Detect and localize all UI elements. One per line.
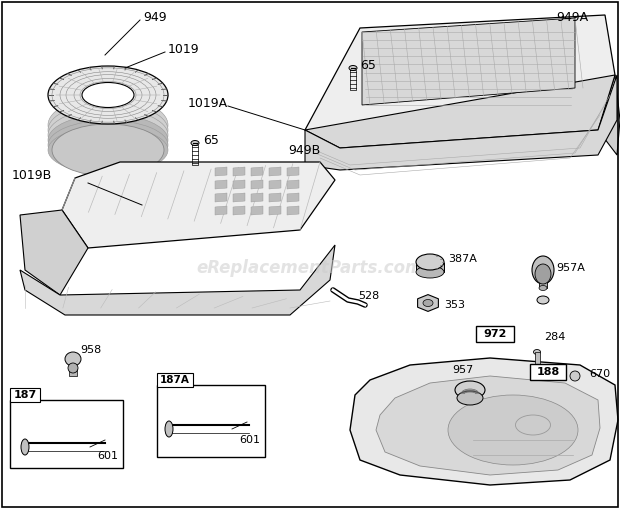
Polygon shape <box>233 180 245 189</box>
Text: 188: 188 <box>536 367 560 377</box>
Ellipse shape <box>48 108 168 161</box>
Polygon shape <box>215 167 227 176</box>
Polygon shape <box>305 15 615 148</box>
Text: 958: 958 <box>80 345 101 355</box>
Polygon shape <box>215 180 227 189</box>
Text: 949A: 949A <box>556 11 588 23</box>
Polygon shape <box>269 167 281 176</box>
Ellipse shape <box>48 126 168 174</box>
Polygon shape <box>251 206 263 215</box>
Ellipse shape <box>457 391 483 405</box>
Bar <box>530 364 566 380</box>
Polygon shape <box>287 193 299 202</box>
Text: 972: 972 <box>484 329 507 339</box>
Polygon shape <box>62 162 335 248</box>
Ellipse shape <box>48 66 168 124</box>
Text: 65: 65 <box>203 133 219 147</box>
Bar <box>10 400 123 468</box>
Polygon shape <box>598 75 620 155</box>
Ellipse shape <box>448 395 578 465</box>
Polygon shape <box>287 206 299 215</box>
Ellipse shape <box>532 256 554 284</box>
Polygon shape <box>418 295 438 312</box>
Text: 1019: 1019 <box>168 42 200 55</box>
Ellipse shape <box>455 381 485 399</box>
Text: 949B: 949B <box>288 144 321 156</box>
Polygon shape <box>362 18 575 105</box>
Polygon shape <box>287 167 299 176</box>
Polygon shape <box>269 206 281 215</box>
Ellipse shape <box>52 124 164 176</box>
Text: 353: 353 <box>444 300 465 310</box>
Text: 187: 187 <box>14 390 37 400</box>
Ellipse shape <box>48 97 168 153</box>
Polygon shape <box>233 206 245 215</box>
Polygon shape <box>20 245 335 315</box>
Polygon shape <box>20 210 88 295</box>
Text: 284: 284 <box>544 332 565 342</box>
Text: 65: 65 <box>360 59 376 71</box>
Ellipse shape <box>48 115 168 165</box>
Bar <box>476 326 514 342</box>
Bar <box>416 262 444 272</box>
Polygon shape <box>215 193 227 202</box>
Polygon shape <box>215 206 227 215</box>
Polygon shape <box>251 193 263 202</box>
Text: 187A: 187A <box>160 375 190 385</box>
Ellipse shape <box>416 266 444 278</box>
Text: 957: 957 <box>452 365 473 375</box>
Ellipse shape <box>349 66 357 71</box>
Ellipse shape <box>416 254 444 270</box>
Polygon shape <box>376 376 600 475</box>
Text: 670: 670 <box>589 369 610 379</box>
Bar <box>157 373 193 387</box>
Text: 601: 601 <box>97 451 118 461</box>
Ellipse shape <box>68 363 78 373</box>
Text: 1019A: 1019A <box>188 97 228 109</box>
Ellipse shape <box>191 140 199 146</box>
Ellipse shape <box>165 421 173 437</box>
Ellipse shape <box>537 296 549 304</box>
Ellipse shape <box>533 350 541 354</box>
Polygon shape <box>305 75 615 148</box>
Text: 949: 949 <box>143 11 167 23</box>
Ellipse shape <box>65 352 81 366</box>
Bar <box>10 388 40 402</box>
Bar <box>534 352 539 364</box>
Ellipse shape <box>570 371 580 381</box>
Polygon shape <box>305 75 617 170</box>
Text: 1019B: 1019B <box>12 168 52 182</box>
Text: 601: 601 <box>239 435 260 445</box>
Ellipse shape <box>82 82 134 107</box>
Text: 387A: 387A <box>448 254 477 264</box>
Polygon shape <box>350 358 618 485</box>
Polygon shape <box>233 167 245 176</box>
Ellipse shape <box>48 103 168 157</box>
Ellipse shape <box>48 120 168 169</box>
Text: 528: 528 <box>358 291 379 301</box>
Ellipse shape <box>21 439 29 455</box>
Polygon shape <box>233 193 245 202</box>
Ellipse shape <box>535 264 551 284</box>
Bar <box>539 274 547 288</box>
Text: 957A: 957A <box>556 263 585 273</box>
Ellipse shape <box>423 299 433 306</box>
Ellipse shape <box>539 286 547 291</box>
Bar <box>69 368 77 376</box>
Polygon shape <box>269 180 281 189</box>
Polygon shape <box>251 167 263 176</box>
Bar <box>157 385 265 457</box>
Polygon shape <box>287 180 299 189</box>
Polygon shape <box>251 180 263 189</box>
Text: eReplacementParts.com: eReplacementParts.com <box>197 259 423 277</box>
Polygon shape <box>269 193 281 202</box>
